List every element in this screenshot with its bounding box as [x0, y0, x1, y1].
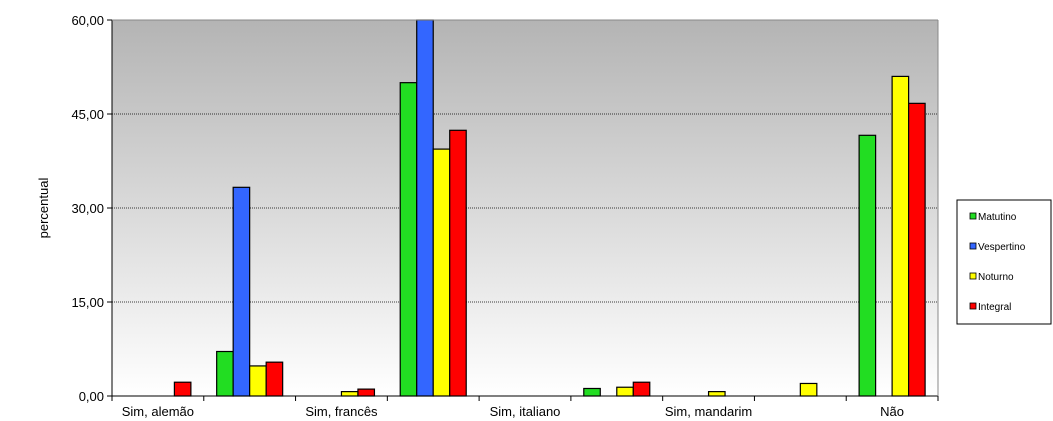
y-axis-title: percentual [36, 178, 51, 239]
bar-integral-5 [632, 381, 651, 397]
bar-matutino-3 [399, 82, 418, 397]
axes [107, 19, 939, 401]
y-tick-labels: 0,00 15,00 30,00 45,00 60,00 [71, 13, 104, 404]
bar-matutino-8 [858, 134, 877, 397]
x-tick-label-4: Sim, italiano [490, 404, 561, 419]
bar-integral-3 [449, 129, 467, 397]
y-tick-label-2: 30,00 [71, 201, 104, 216]
legend-label-integral: Integral [978, 302, 1011, 313]
y-tick-label-4: 60,00 [71, 13, 104, 28]
legend-swatch-noturno [969, 272, 977, 280]
y-tick-label-1: 15,00 [71, 295, 104, 310]
bar-matutino-5 [583, 387, 601, 397]
x-tick-label-0: Sim, alemão [122, 404, 194, 419]
bar-noturno-3 [432, 148, 451, 397]
legend-swatch-matutino [969, 212, 977, 220]
bar-noturno-5 [616, 386, 634, 397]
bar-matutino-1 [216, 350, 234, 397]
bar-noturno-6 [707, 391, 726, 397]
bar-integral-8 [908, 102, 926, 397]
x-tick-label-2: Sim, francês [305, 404, 378, 419]
x-tick-label-6: Sim, mandarim [665, 404, 752, 419]
x-tick-labels: Sim, alemão Sim, francês Sim, italiano Sim,… [122, 404, 904, 419]
bar-noturno-7 [799, 382, 818, 397]
bar-noturno-1 [249, 365, 267, 397]
bar-integral-0 [173, 381, 192, 397]
bar-noturno-2 [340, 391, 359, 397]
bar-noturno-8 [891, 75, 910, 397]
bars [173, 19, 926, 397]
bar-vespertino-1 [232, 186, 251, 397]
x-tick-label-8: Não [880, 404, 904, 419]
legend-swatch-vespertino [969, 242, 977, 250]
bar-integral-1 [265, 361, 284, 397]
y-tick-label-3: 45,00 [71, 107, 104, 122]
bar-vespertino-3 [416, 19, 434, 397]
legend: Matutino Vespertino Noturno Integral [956, 199, 1052, 325]
legend-label-matutino: Matutino [978, 212, 1017, 223]
legend-label-noturno: Noturno [978, 272, 1014, 283]
legend-swatch-integral [969, 302, 977, 310]
legend-label-vespertino: Vespertino [978, 242, 1026, 253]
bar-integral-2 [357, 388, 376, 397]
y-tick-label-0: 0,00 [79, 389, 104, 404]
